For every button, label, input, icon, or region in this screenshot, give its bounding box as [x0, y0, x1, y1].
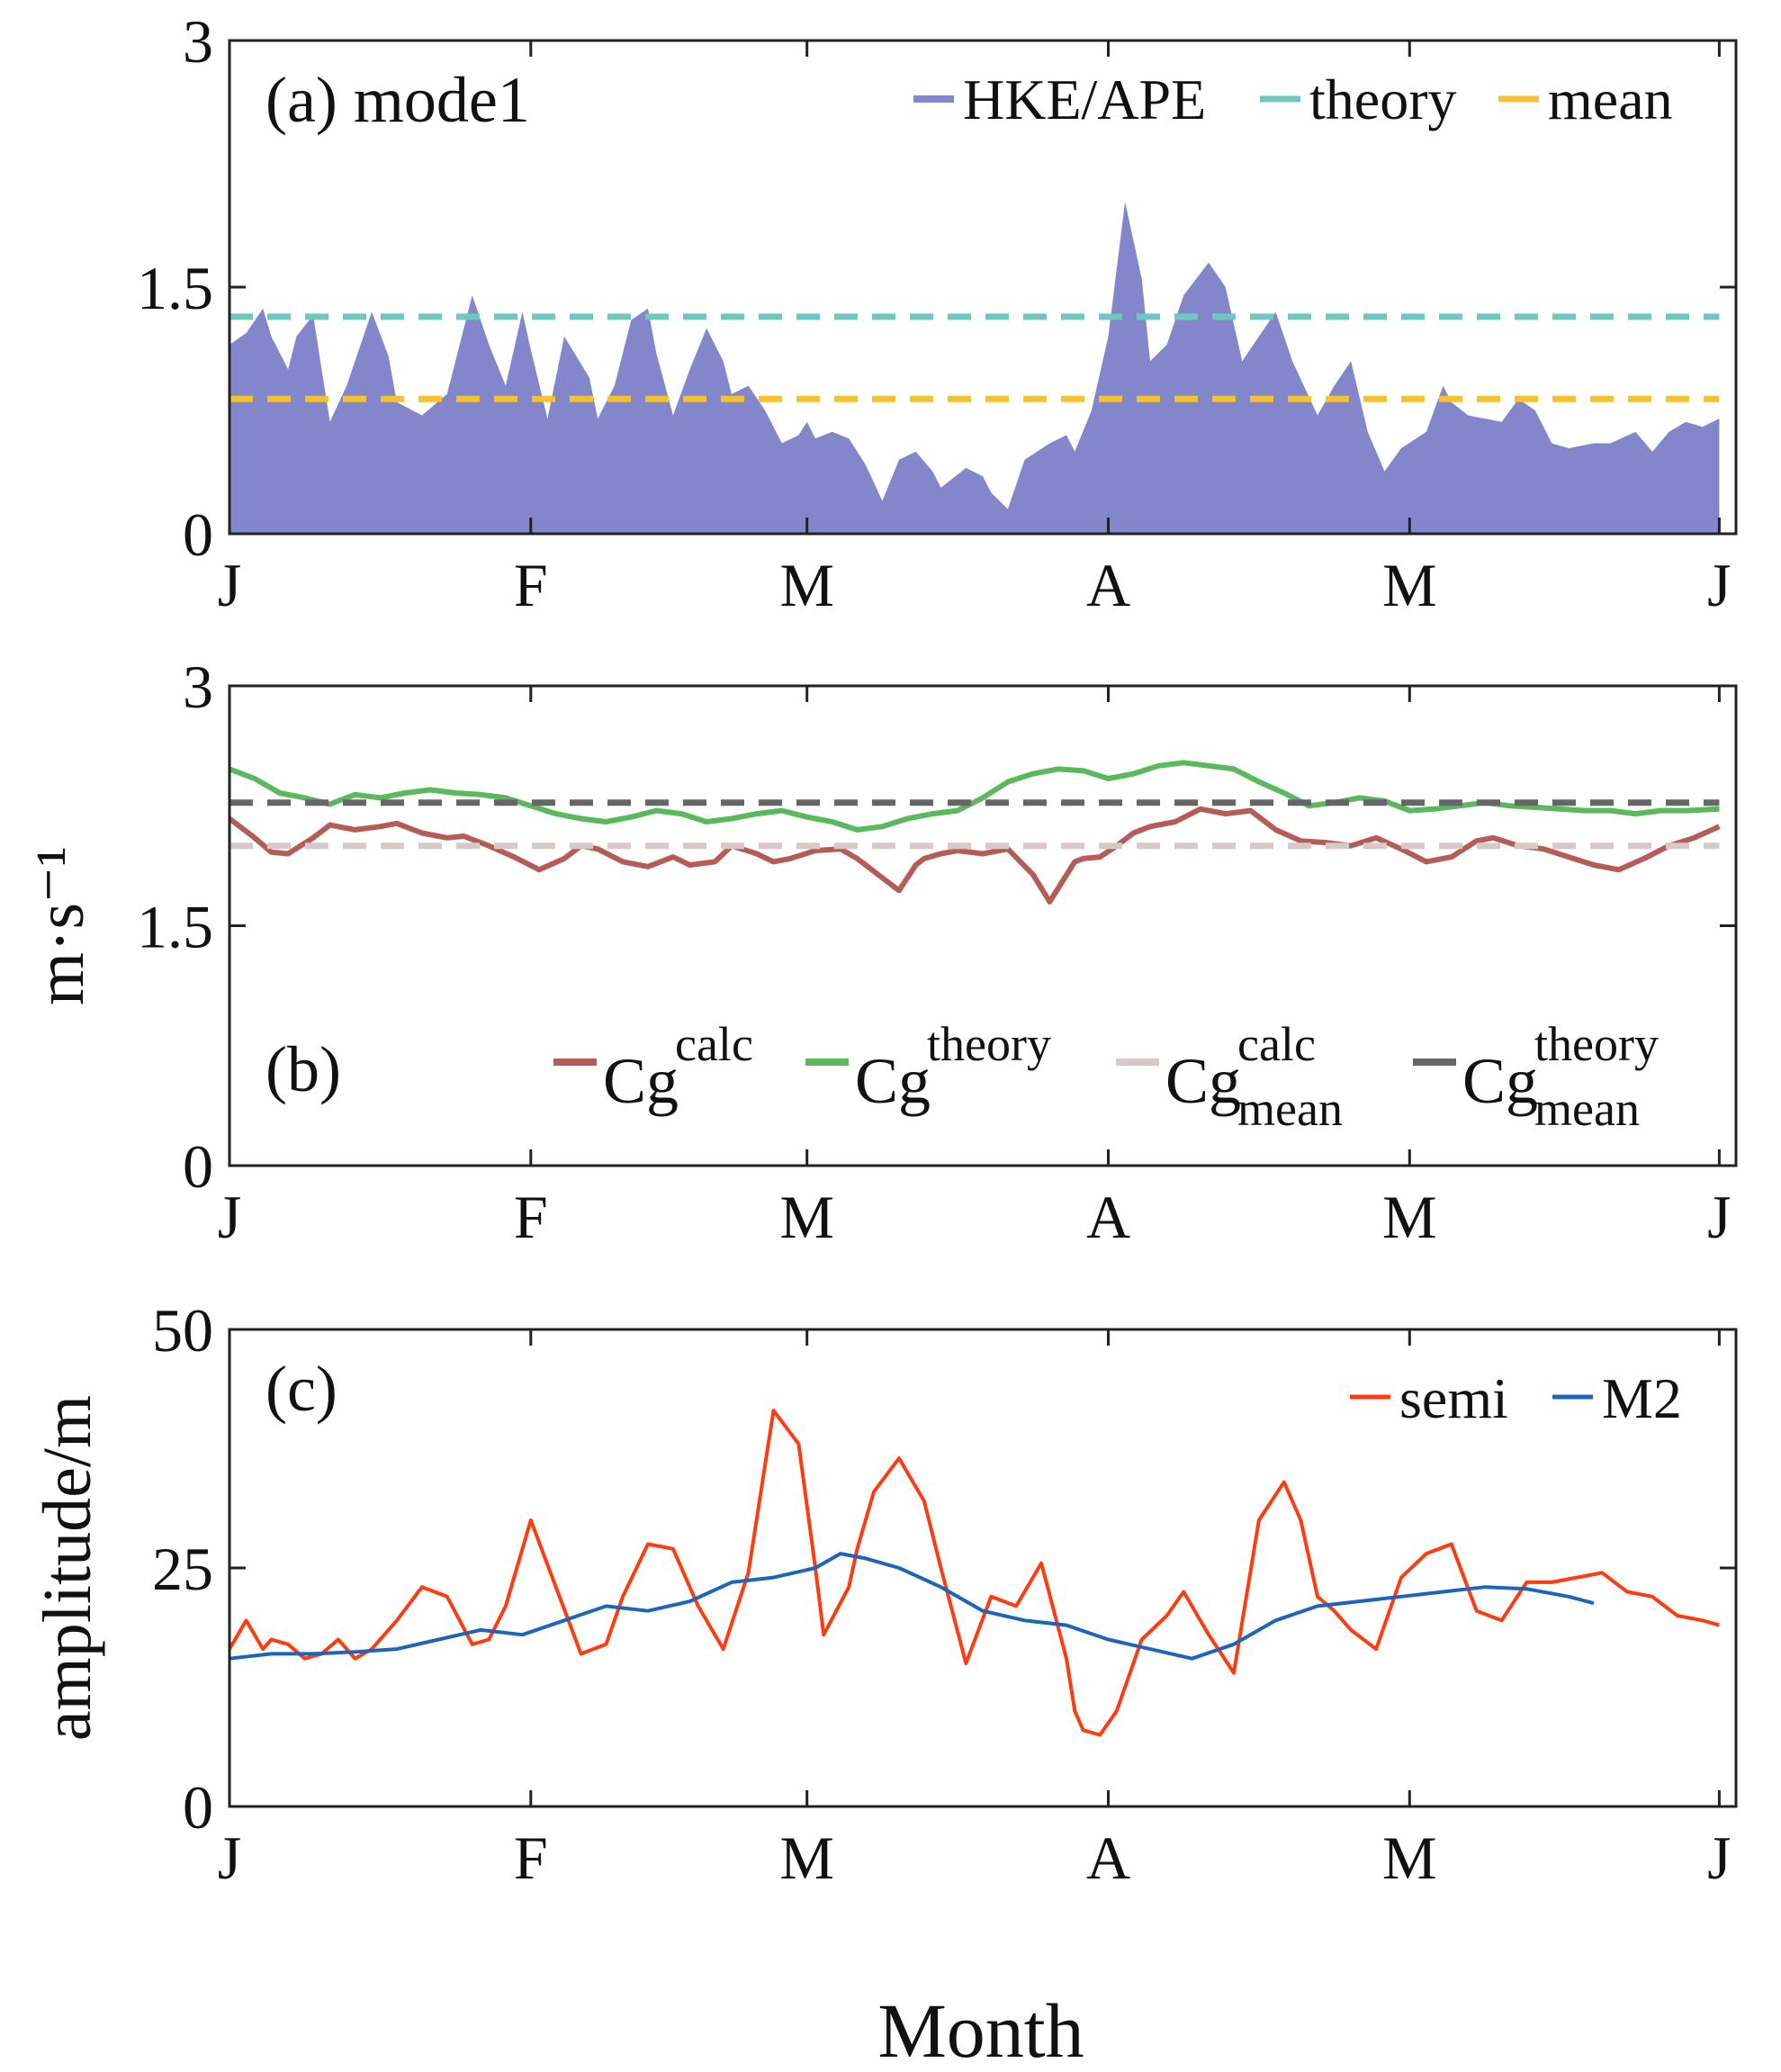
cg-theory-line	[228, 760, 1720, 833]
panel-label: (a) mode1	[265, 64, 530, 136]
x-tick-label: M	[779, 1183, 833, 1251]
x-tick-label: M	[1382, 551, 1436, 619]
legend-base: Cg	[1462, 1045, 1538, 1117]
y-tick-label: 0	[183, 500, 213, 569]
x-tick-label: M	[1382, 1824, 1436, 1892]
panel-a: 0 1.5 3 J F M A M J (a) mode1 HKE/APE theory mean	[137, 7, 1738, 619]
x-tick-label: J	[218, 1824, 241, 1892]
legend-label: M2	[1602, 1366, 1682, 1430]
y-tick-label: 0	[183, 1773, 213, 1842]
legend-base: Cg	[1165, 1045, 1241, 1117]
x-tick-label: J	[1707, 1824, 1731, 1892]
legend-sup: theory	[927, 1017, 1051, 1071]
y-tick-label: 3	[183, 653, 213, 721]
m2-line	[229, 1552, 1595, 1661]
legend-label: mean	[1548, 68, 1673, 131]
x-tick-label: J	[1707, 551, 1731, 619]
x-tick-label: M	[1382, 1183, 1436, 1251]
y-tick-label: 1.5	[137, 893, 213, 961]
y-tick-label: 25	[152, 1535, 213, 1603]
y-axis-label: amplitude/m	[30, 1395, 105, 1741]
panel-c: 0 25 50 J F M A M J (c) amplitude/m semi M2	[30, 1296, 1738, 1892]
x-tick-label: F	[514, 1824, 548, 1892]
x-tick-label: A	[1086, 1824, 1130, 1892]
legend-base: Cg	[855, 1045, 931, 1117]
legend-label: semi	[1399, 1366, 1508, 1430]
plot-area	[228, 760, 1721, 905]
panel-b: 01.53J F M A M J(b)m·s⁻¹CgcalcCgtheoryCgcalcm…	[22, 653, 1738, 1251]
plot-area	[228, 1409, 1720, 1737]
y-tick-label: 0	[183, 1132, 213, 1201]
y-axis-label: m·s⁻¹	[22, 846, 98, 1005]
x-tick-label: A	[1086, 1183, 1130, 1251]
x-tick-label: A	[1086, 551, 1130, 619]
x-tick-label: J	[218, 1183, 241, 1251]
y-tick-label: 50	[152, 1296, 213, 1365]
y-tick-label: 1.5	[137, 254, 213, 322]
legend: semi M2	[1350, 1366, 1682, 1430]
x-tick-label: J	[218, 551, 241, 619]
x-tick-label: F	[514, 1183, 548, 1251]
y-tick-label: 3	[183, 7, 213, 76]
x-tick-label: M	[779, 551, 833, 619]
legend-sup: theory	[1534, 1017, 1659, 1071]
semi-line	[228, 1409, 1720, 1737]
x-axis-label: Month	[877, 1987, 1084, 2072]
legend-sup: calc	[675, 1017, 753, 1071]
legend: HKE/APE theory mean	[913, 68, 1673, 131]
panel-label: (b)	[265, 1033, 341, 1105]
legend-sub: mean	[1534, 1082, 1640, 1136]
legend-label: HKE/APE	[963, 68, 1206, 131]
hke-ape-area	[229, 202, 1720, 534]
panel-label: (c)	[265, 1353, 337, 1425]
x-tick-label: J	[1707, 1183, 1731, 1251]
cg-calc-line	[228, 806, 1721, 905]
legend-sub: mean	[1237, 1082, 1343, 1136]
x-tick-label: F	[514, 551, 548, 619]
legend-label: theory	[1309, 68, 1457, 131]
x-tick-label: M	[779, 1824, 833, 1892]
legend-sup: calc	[1237, 1017, 1316, 1071]
plot-area	[229, 202, 1720, 534]
legend-base: Cg	[603, 1045, 679, 1117]
axes-frame	[228, 1328, 1738, 1808]
